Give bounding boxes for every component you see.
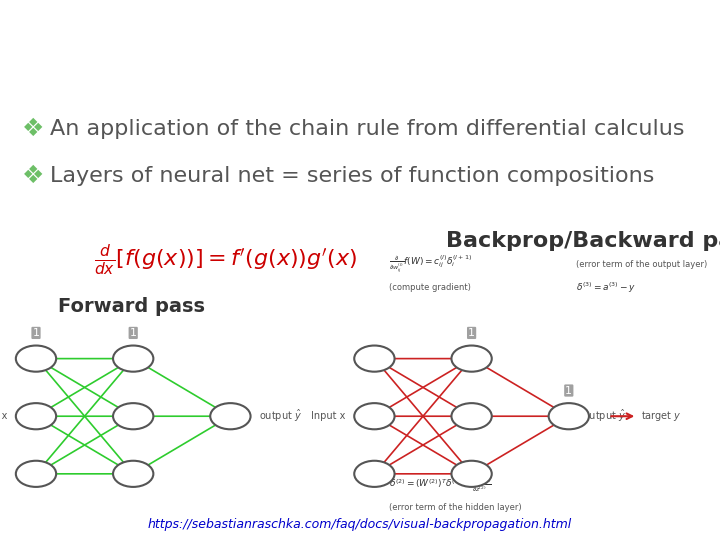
Text: 1: 1 — [130, 328, 137, 338]
Text: Backpropagation Algorithm: Backpropagation Algorithm — [14, 23, 575, 57]
Text: ❖: ❖ — [22, 117, 44, 141]
Circle shape — [451, 403, 492, 429]
Text: output $\hat{y}$: output $\hat{y}$ — [583, 408, 626, 424]
Circle shape — [16, 346, 56, 372]
Text: 1: 1 — [32, 328, 40, 338]
Text: output $\hat{y}$: output $\hat{y}$ — [259, 408, 302, 424]
Circle shape — [210, 403, 251, 429]
Text: (error term of the output layer): (error term of the output layer) — [576, 260, 707, 269]
Text: $\delta^{(2)} = (W^{(2)})^T \delta^{(3)} \cdot \frac{\partial g(a^{(2)})}{\parti: $\delta^{(2)} = (W^{(2)})^T \delta^{(3)}… — [389, 474, 492, 494]
Text: Forward pass: Forward pass — [58, 297, 204, 316]
Circle shape — [113, 403, 153, 429]
Text: $\frac{\partial}{\partial w_{ij}^{(l)}}f(W) = c_{ij}^{(l)}\delta_i^{(l+1)}$: $\frac{\partial}{\partial w_{ij}^{(l)}}f… — [389, 254, 472, 275]
Text: (error term of the hidden layer): (error term of the hidden layer) — [389, 503, 521, 512]
Text: ❖: ❖ — [22, 164, 44, 188]
Text: 1: 1 — [565, 386, 572, 395]
Circle shape — [354, 403, 395, 429]
Text: Input x: Input x — [0, 411, 7, 421]
Text: Input x: Input x — [311, 411, 346, 421]
Circle shape — [451, 346, 492, 372]
Text: 1: 1 — [468, 328, 475, 338]
Text: $\delta^{(3)} = a^{(3)} - y$: $\delta^{(3)} = a^{(3)} - y$ — [576, 281, 636, 295]
Text: https://sebastianraschka.com/faq/docs/visual-backpropagation.html: https://sebastianraschka.com/faq/docs/vi… — [148, 518, 572, 531]
Circle shape — [354, 346, 395, 372]
Text: Backprop/Backward pass: Backprop/Backward pass — [446, 231, 720, 251]
Circle shape — [354, 461, 395, 487]
Text: target $y$: target $y$ — [641, 409, 682, 423]
Circle shape — [113, 461, 153, 487]
Circle shape — [16, 403, 56, 429]
Text: $\frac{d}{dx}\left[f(g(x))\right] = f'(g(x))g'(x)$: $\frac{d}{dx}\left[f(g(x))\right] = f'(g… — [94, 242, 357, 277]
Circle shape — [549, 403, 589, 429]
Text: Layers of neural net = series of function compositions: Layers of neural net = series of functio… — [50, 166, 654, 186]
Circle shape — [451, 461, 492, 487]
Text: (compute gradient): (compute gradient) — [389, 284, 471, 292]
Circle shape — [16, 461, 56, 487]
Text: An application of the chain rule from differential calculus: An application of the chain rule from di… — [50, 119, 685, 139]
Circle shape — [113, 346, 153, 372]
